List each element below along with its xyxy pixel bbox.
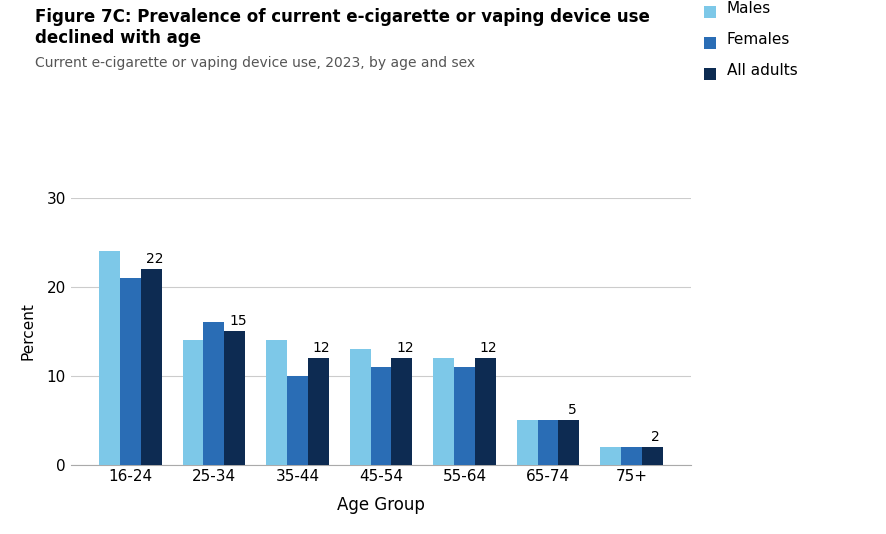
Text: Figure 7C: Prevalence of current e-cigarette or vaping device use: Figure 7C: Prevalence of current e-cigar…: [35, 8, 650, 26]
Text: 15: 15: [229, 315, 247, 328]
Bar: [538, 420, 558, 465]
Bar: [558, 420, 579, 465]
Bar: [99, 251, 120, 465]
Bar: [642, 447, 663, 465]
Text: 2: 2: [651, 430, 660, 444]
Text: Females: Females: [727, 32, 790, 48]
Bar: [392, 358, 412, 465]
Bar: [266, 340, 287, 465]
Bar: [204, 322, 224, 465]
Text: Males: Males: [727, 1, 771, 17]
Bar: [120, 278, 141, 465]
Bar: [433, 358, 454, 465]
Bar: [350, 349, 370, 465]
Bar: [308, 358, 329, 465]
Bar: [600, 447, 621, 465]
Bar: [621, 447, 642, 465]
Bar: [475, 358, 496, 465]
Bar: [287, 375, 308, 465]
Bar: [141, 269, 162, 465]
Text: 22: 22: [146, 252, 163, 266]
X-axis label: Age Group: Age Group: [337, 496, 425, 514]
Text: declined with age: declined with age: [35, 29, 201, 48]
Text: 12: 12: [396, 341, 414, 355]
Text: All adults: All adults: [727, 63, 797, 78]
Text: 12: 12: [480, 341, 498, 355]
Text: 5: 5: [568, 403, 577, 418]
Bar: [183, 340, 204, 465]
Text: 12: 12: [313, 341, 330, 355]
Bar: [224, 331, 245, 465]
Y-axis label: Percent: Percent: [20, 302, 35, 360]
Text: Current e-cigarette or vaping device use, 2023, by age and sex: Current e-cigarette or vaping device use…: [35, 56, 476, 70]
Bar: [370, 367, 392, 465]
Bar: [454, 367, 475, 465]
Bar: [517, 420, 538, 465]
